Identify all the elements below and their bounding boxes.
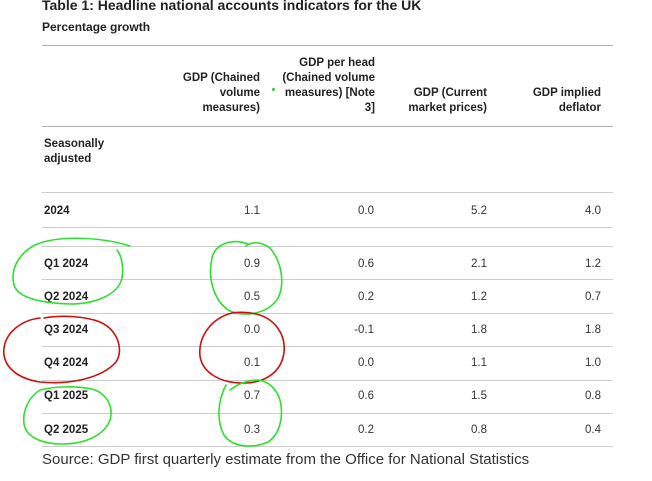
table-cell: 0.2 [358, 291, 374, 303]
row-rule [42, 346, 613, 347]
section-rule [42, 192, 613, 193]
table-cell: 0.4 [585, 424, 601, 436]
table-cell: 2.1 [471, 258, 487, 270]
table-cell: 1.1 [244, 205, 260, 217]
table-cell: 1.1 [471, 357, 487, 369]
row-rule [42, 246, 613, 247]
row-rule [42, 446, 613, 447]
row-label: 2024 [44, 205, 70, 217]
table-cell: 0.3 [244, 424, 260, 436]
header-gdp-current: GDP (Current market prices) [408, 87, 487, 114]
section-label: Seasonally adjusted [44, 138, 105, 165]
table-cell: 0.0 [358, 357, 374, 369]
table-subtitle: Percentage growth [42, 20, 151, 34]
row-label: Q1 2024 [44, 258, 89, 270]
table-cell: 0.0 [244, 324, 260, 336]
table-cell: 4.0 [585, 205, 601, 217]
header-rule [42, 126, 613, 127]
row-rule [42, 380, 613, 381]
table-cell: 0.7 [244, 390, 260, 402]
table-cell: 0.6 [358, 390, 374, 402]
table-cell: 0.5 [244, 291, 260, 303]
table-cell: 0.1 [244, 357, 260, 369]
green-circle-labels-2025 [22, 386, 112, 445]
table-cell: 0.7 [585, 291, 601, 303]
table-cell: 1.2 [585, 258, 601, 270]
red-circle-values-2024 [199, 311, 285, 384]
table-cell: 0.8 [471, 424, 487, 436]
header-gdp-deflator: GDP implied deflator [532, 87, 601, 114]
row-label: Q4 2024 [44, 357, 89, 369]
row-label: Q2 2024 [44, 291, 89, 303]
table-cell: 0.2 [358, 424, 374, 436]
table-cell: 5.2 [471, 205, 487, 217]
row-label: Q1 2025 [44, 390, 89, 402]
table-cell: -0.1 [354, 324, 374, 336]
red-circle-labels-2024 [3, 315, 121, 384]
table-title: Table 1: Headline national accounts indi… [42, 0, 422, 13]
table-cell: 1.5 [471, 390, 487, 402]
table-cell: 1.8 [585, 324, 601, 336]
row-rule [42, 279, 613, 280]
header-gdp-per-head: GDP per head (Chained volume measures) [… [282, 57, 375, 114]
table-cell: 1.2 [471, 291, 487, 303]
top-rule [42, 45, 613, 46]
annotation-dot [272, 88, 275, 91]
row-label: Q2 2025 [44, 424, 89, 436]
row-rule [42, 313, 613, 314]
green-circle-values-2024 [209, 240, 283, 315]
green-circle-values-2025 [218, 379, 283, 447]
table-cell: 0.9 [244, 258, 260, 270]
table-cell: 0.6 [358, 258, 374, 270]
table-cell: 1.0 [585, 357, 601, 369]
row-rule [42, 413, 613, 414]
row-rule [42, 227, 613, 228]
source-note: Source: GDP first quarterly estimate fro… [42, 451, 530, 468]
green-circle-labels-2024 [12, 237, 131, 305]
table-cell: 0.0 [358, 205, 374, 217]
row-label: Q3 2024 [44, 324, 89, 336]
table-cell: 0.8 [585, 390, 601, 402]
header-gdp-cvm: GDP (Chained volume measures) [182, 72, 260, 114]
table-cell: 1.8 [471, 324, 487, 336]
